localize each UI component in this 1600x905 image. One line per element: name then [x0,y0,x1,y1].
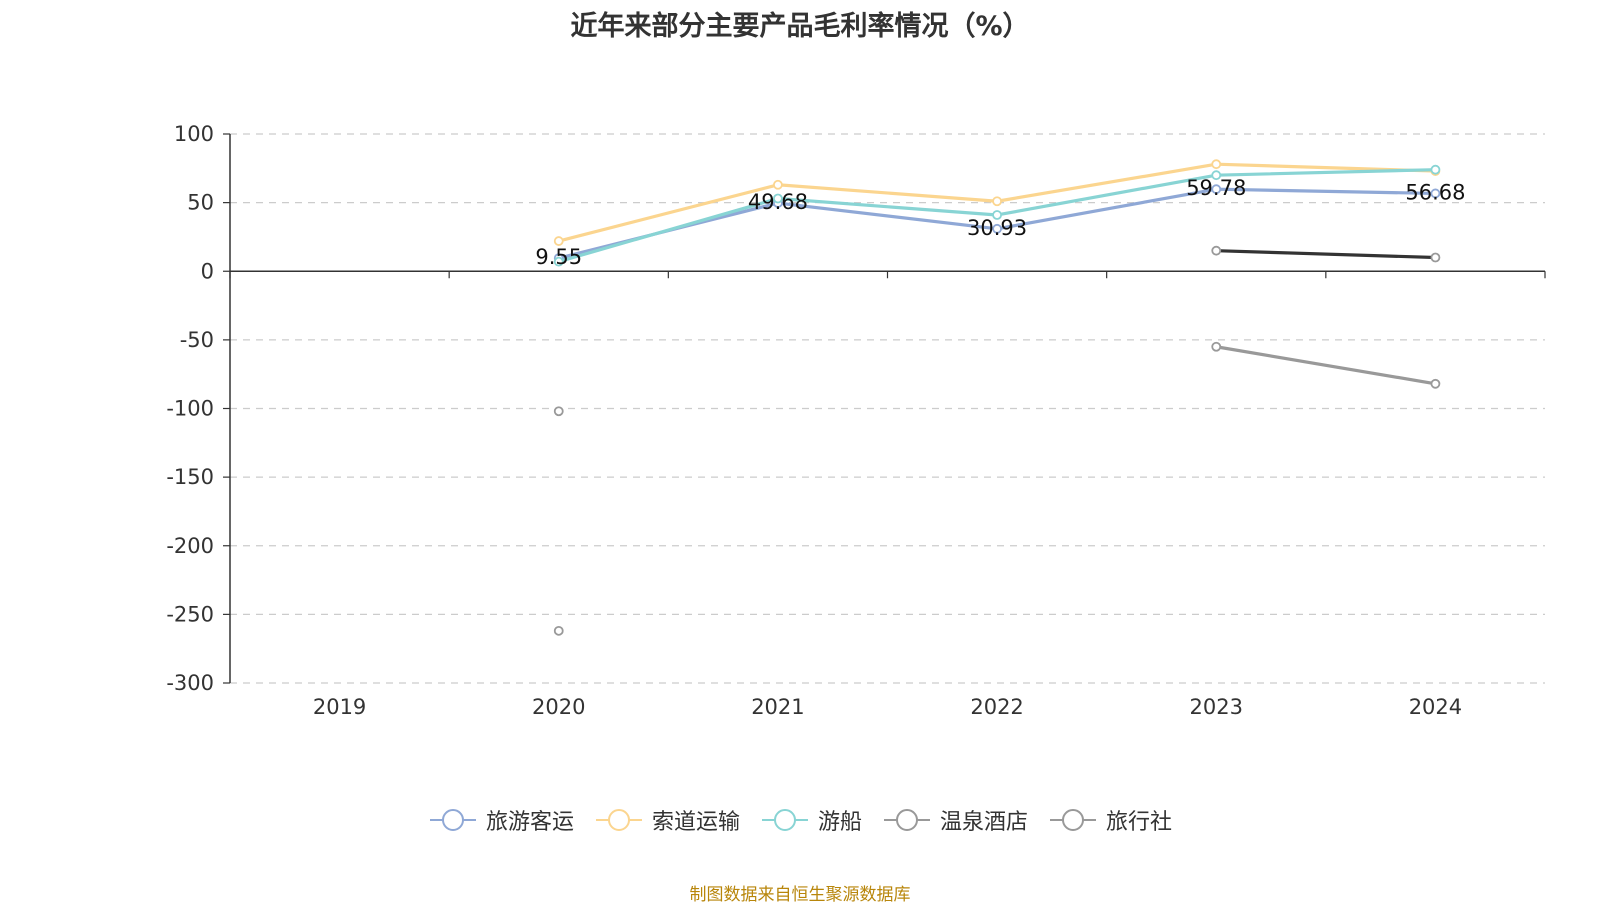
data-point [553,625,564,636]
legend-item[interactable]: 旅行社 [1048,804,1172,836]
chart-title: 近年来部分主要产品毛利率情况（%） [570,11,1030,42]
data-point [773,193,783,204]
legend-item[interactable]: 温泉酒店 [882,804,1028,836]
data-point [553,256,564,267]
data-point [1430,164,1441,175]
source-note: 制图数据来自恒生聚源数据库 [689,885,911,905]
axes: 100 50 0 -50 -100 -150 -200 -250 -300 2019 2020 202… [166,122,1546,719]
line-chart: 100 50 0 -50 -100 -150 -200 -250 -300 2019 2020 202… [166,122,1546,719]
legend-item[interactable]: 旅游客运 [428,804,574,836]
data-point [992,196,1002,207]
data-point [1211,170,1222,181]
data-label: 49.68 [748,190,808,214]
legend-label: 旅游客运 [485,810,574,835]
legend-item[interactable]: 游船 [760,804,862,836]
x-tick-label: 2024 [1409,695,1462,719]
data-label: 9.55 [535,245,582,269]
y-tick-label: -250 [166,602,214,626]
legend-label: 索道运输 [651,810,740,835]
data-point [992,223,1002,234]
grid-lines [230,133,1545,684]
data-point [553,236,564,246]
y-tick-label: -50 [180,328,214,352]
legend-label: 游船 [817,810,862,835]
x-tick-label: 2022 [970,695,1023,719]
data-point [553,406,564,417]
x-tick-label: 2023 [1190,695,1243,719]
y-tick-label: -200 [166,534,214,558]
y-tick-label: 0 [201,259,214,283]
x-tick-label: 2021 [751,695,804,719]
y-tick-label: 50 [187,191,214,215]
y-tick-label: -150 [166,465,214,489]
legend: 旅游客运 索道运输 游船 温泉酒店 旅行社 [0,804,1600,836]
data-labels: 9.55 49.68 30.93 59.78 56.68 [535,176,1465,269]
data-point [1430,252,1441,263]
legend-line-circle-icon [761,809,808,831]
legend-label: 温泉酒店 [940,810,1029,835]
data-label: 56.68 [1405,180,1465,204]
series-line [1216,249,1436,260]
series-line [1215,345,1436,386]
legend-line-circle-icon [595,809,642,831]
data-point [992,210,1002,220]
data-point [773,179,783,190]
x-tick-label: 2019 [313,695,366,719]
x-tick-label: 2020 [532,695,585,719]
series-layer [553,159,1441,636]
legend-label: 旅行社 [1106,810,1173,835]
legend-line-circle-icon [1050,809,1097,831]
legend-line-circle-icon [429,809,476,831]
y-tick-label: 100 [174,122,214,146]
data-label: 30.93 [967,216,1027,240]
legend-line-circle-icon [884,809,930,831]
data-point [1430,378,1441,389]
legend-item[interactable]: 索道运输 [594,804,740,836]
data-point [1211,341,1222,352]
data-point [1211,245,1222,256]
data-point [1430,188,1441,199]
data-point [1211,159,1222,170]
data-point [1211,184,1222,195]
y-tick-label: -300 [166,671,214,695]
y-tick-label: -100 [166,397,214,421]
data-label: 59.78 [1186,176,1246,200]
